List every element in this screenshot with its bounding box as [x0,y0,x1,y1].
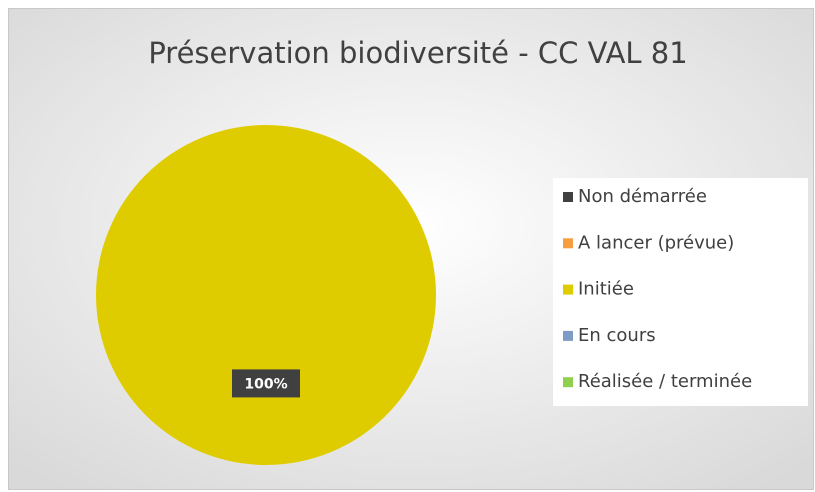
legend-label: A lancer (prévue) [578,232,734,253]
legend-swatch [563,284,573,295]
legend-swatch [563,330,573,341]
legend-label: En cours [578,325,656,346]
legend-swatch [563,238,573,249]
legend-label: Initiée [578,279,634,300]
legend-swatch [563,377,573,388]
legend-label: Non démarrée [578,186,707,207]
legend-label: Réalisée / terminée [578,371,752,392]
legend-box [553,178,808,406]
chart-title: Préservation biodiversité - CC VAL 81 [148,36,687,70]
data-label-box [232,369,300,398]
legend-swatch [563,192,573,202]
data-label: 100% [244,376,287,392]
pie-slice [96,125,436,465]
